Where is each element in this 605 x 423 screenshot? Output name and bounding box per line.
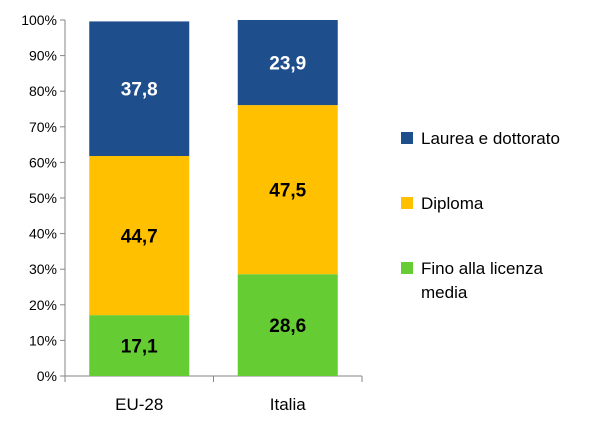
bar-segment: [237, 105, 338, 275]
y-tick-label: 70%: [29, 119, 57, 135]
bar-segment: [89, 155, 190, 316]
y-tick-label: 50%: [29, 190, 57, 206]
y-tick-label: 80%: [29, 83, 57, 99]
y-tick-label: 30%: [29, 261, 57, 277]
y-tick-label: 40%: [29, 226, 57, 242]
bar-segment: [89, 21, 190, 156]
bar-segment: [237, 274, 338, 376]
legend-label: Laurea e dottorato: [421, 129, 560, 148]
y-tick-label: 20%: [29, 297, 57, 313]
legend-swatch: [401, 197, 413, 209]
data-label: 44,7: [121, 227, 158, 248]
y-tick-label: 60%: [29, 154, 57, 170]
data-label: 47,5: [269, 181, 306, 202]
y-tick-label: 10%: [29, 332, 57, 348]
data-label: 17,1: [121, 337, 158, 358]
bar-segment: [89, 315, 190, 376]
x-category-label: EU-28: [115, 395, 163, 414]
bar-segment: [237, 20, 338, 106]
legend-label: Diploma: [421, 194, 484, 213]
y-tick-label: 100%: [21, 12, 57, 28]
y-tick-label: 90%: [29, 48, 57, 64]
legend-swatch: [401, 262, 413, 274]
data-label: 37,8: [121, 80, 158, 101]
legend-swatch: [401, 132, 413, 144]
legend-label: Fino alla licenza media: [421, 259, 543, 302]
data-label: 23,9: [269, 54, 306, 75]
y-tick-label: 0%: [37, 368, 57, 384]
x-category-label: Italia: [270, 395, 306, 414]
data-label: 28,6: [269, 316, 306, 337]
